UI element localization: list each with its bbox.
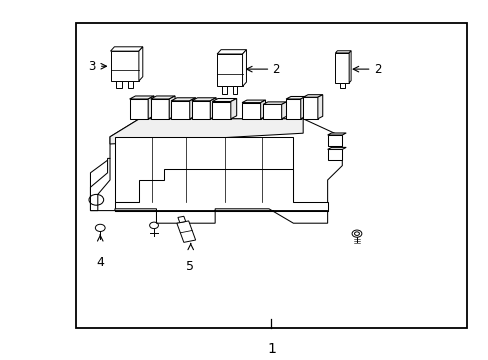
Polygon shape	[115, 137, 293, 202]
Polygon shape	[178, 216, 185, 222]
Bar	[217, 54, 242, 86]
Polygon shape	[281, 102, 286, 119]
Bar	[110, 51, 139, 81]
Polygon shape	[110, 119, 303, 144]
Polygon shape	[110, 47, 142, 51]
Polygon shape	[90, 119, 342, 211]
Bar	[129, 99, 148, 119]
Polygon shape	[300, 96, 305, 119]
Polygon shape	[327, 147, 346, 149]
Bar	[222, 86, 226, 94]
Polygon shape	[177, 221, 195, 242]
Polygon shape	[303, 95, 322, 97]
Polygon shape	[129, 96, 154, 99]
Bar	[285, 99, 300, 119]
Polygon shape	[150, 96, 175, 99]
Bar	[76, 23, 466, 328]
Text: 3: 3	[88, 60, 96, 73]
Polygon shape	[230, 99, 236, 119]
Polygon shape	[90, 158, 110, 211]
Bar	[232, 86, 237, 94]
Polygon shape	[348, 51, 350, 83]
Text: 2: 2	[373, 63, 381, 76]
Polygon shape	[242, 50, 246, 86]
Text: 1: 1	[266, 342, 275, 356]
Polygon shape	[171, 98, 195, 101]
Polygon shape	[210, 98, 216, 119]
Polygon shape	[335, 51, 350, 53]
Polygon shape	[212, 99, 236, 102]
Polygon shape	[217, 50, 246, 54]
Bar	[150, 99, 169, 119]
Bar	[212, 102, 230, 119]
Text: 4: 4	[96, 256, 104, 269]
Polygon shape	[327, 149, 342, 160]
Bar	[191, 101, 210, 119]
Bar	[171, 101, 189, 119]
Polygon shape	[115, 209, 327, 223]
Polygon shape	[191, 98, 216, 101]
Polygon shape	[148, 96, 154, 119]
Polygon shape	[139, 47, 142, 81]
Polygon shape	[327, 133, 346, 135]
Bar	[116, 81, 122, 87]
Polygon shape	[189, 98, 195, 119]
Polygon shape	[242, 100, 265, 103]
Bar	[335, 53, 348, 83]
Polygon shape	[317, 95, 322, 119]
Polygon shape	[260, 100, 265, 119]
Bar	[303, 97, 317, 119]
Polygon shape	[169, 96, 175, 119]
Text: 5: 5	[185, 260, 193, 273]
Bar	[339, 83, 344, 88]
Polygon shape	[115, 169, 327, 211]
Bar	[127, 81, 133, 87]
Text: 2: 2	[272, 63, 280, 76]
Bar	[263, 104, 281, 119]
Polygon shape	[327, 135, 342, 146]
Polygon shape	[285, 96, 305, 99]
Bar	[242, 103, 260, 119]
Polygon shape	[263, 102, 286, 104]
